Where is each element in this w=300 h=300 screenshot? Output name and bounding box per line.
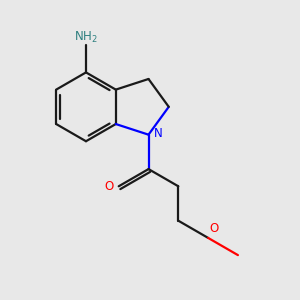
Text: N: N xyxy=(154,127,163,140)
Text: NH$_2$: NH$_2$ xyxy=(74,30,98,45)
Text: O: O xyxy=(104,180,113,193)
Text: O: O xyxy=(210,222,219,235)
